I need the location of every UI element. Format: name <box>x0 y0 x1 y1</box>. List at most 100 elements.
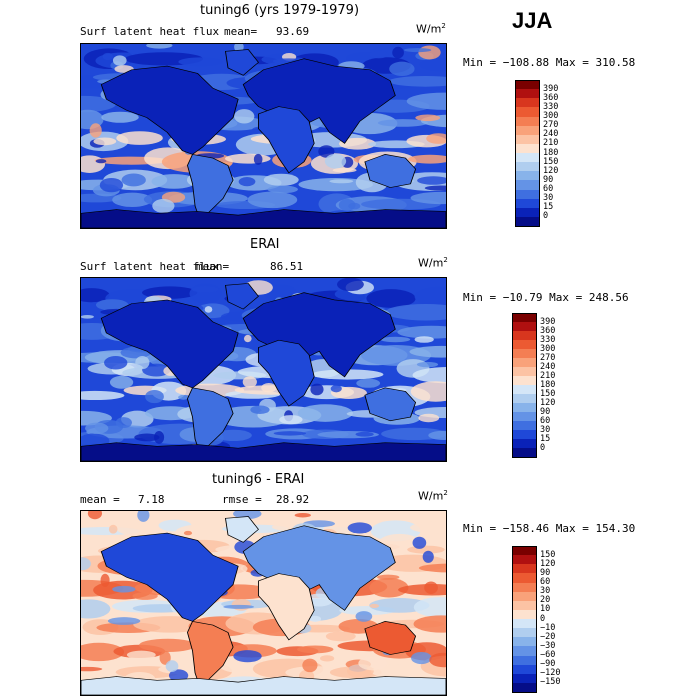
continent-outline <box>257 339 315 407</box>
colorbar-swatch <box>515 162 540 172</box>
colorbar-swatch <box>512 403 537 413</box>
colorbar-level-label: −30 <box>540 640 556 651</box>
colorbar-swatch <box>512 421 537 431</box>
colorbar-swatch <box>512 385 537 395</box>
colorbar-swatch <box>512 367 537 377</box>
continent-outline <box>224 516 259 543</box>
continent-outline <box>257 106 315 174</box>
colorbar-level-label: 30 <box>540 586 551 597</box>
colorbar-swatch <box>515 116 540 127</box>
panel1-title: tuning6 (yrs 1979-1979) <box>200 3 360 18</box>
colorbar-swatch <box>512 412 537 422</box>
continent-outline <box>81 676 446 695</box>
colorbar-swatch <box>512 448 537 458</box>
colorbar-swatch <box>512 619 537 629</box>
colorbar-level-label: 150 <box>540 549 556 560</box>
colorbar-swatch <box>512 439 537 449</box>
colorbar-swatch <box>512 655 537 666</box>
colorbar-level-label: 330 <box>540 334 556 345</box>
colorbar-level-label: 90 <box>540 406 551 417</box>
colorbar-swatch <box>512 591 537 602</box>
colorbar-level-label: 60 <box>543 184 554 194</box>
colorbar-swatch <box>512 546 537 556</box>
continent-outline <box>364 621 417 655</box>
colorbar-level-label: 390 <box>543 83 559 94</box>
panel3-minmax: Min = −158.46 Max = 154.30 <box>463 522 636 535</box>
colorbar-level-label: 0 <box>543 211 549 222</box>
colorbar-level-label: 270 <box>540 352 556 363</box>
continent-outline <box>364 154 417 188</box>
continent-outline <box>100 299 239 389</box>
colorbar-swatch <box>512 358 537 368</box>
colorbar-swatch <box>515 171 540 181</box>
colorbar-swatch <box>515 107 540 117</box>
colorbar-level-label: 90 <box>540 567 551 578</box>
colorbar-swatch <box>512 313 537 323</box>
colorbar-swatch <box>515 80 540 90</box>
colorbar-level-label: 360 <box>540 325 556 336</box>
panel2-units-base: W/m <box>418 256 444 270</box>
colorbar-swatch <box>515 134 540 145</box>
panel3-mean-value: 7.18 <box>138 493 165 506</box>
colorbar-level-label: 300 <box>540 343 556 354</box>
colorbar-swatch <box>512 331 537 341</box>
colorbar-level-label: 90 <box>543 174 554 185</box>
panel2-variable: Surf latent heat flux <box>80 260 220 273</box>
colorbar-level-label: 120 <box>540 558 556 569</box>
panel3-rmse-label: rmse = <box>222 493 262 506</box>
colorbar-level-label: −90 <box>540 659 556 670</box>
colorbar-swatch <box>512 573 537 583</box>
colorbar-swatch <box>515 153 540 163</box>
colorbar-level-label: 60 <box>540 415 551 426</box>
panel1-mean-value: 93.69 <box>276 25 310 38</box>
panel2-units-exp: 2 <box>443 256 448 264</box>
colorbar-level-label: −10 <box>540 622 556 633</box>
colorbar-swatch <box>515 198 540 209</box>
colorbar-swatch <box>512 646 537 656</box>
panel3-title: tuning6 - ERAI <box>212 472 305 487</box>
colorbar-level-label: 180 <box>543 147 559 158</box>
map-field <box>81 44 446 228</box>
panel3-units: W/m2 <box>418 489 448 503</box>
colorbar-level-label: 150 <box>540 388 556 399</box>
panel2-mean-value: 86.51 <box>270 260 304 273</box>
colorbar-swatch <box>515 125 540 136</box>
colorbar-swatch <box>512 600 537 611</box>
panel2-units: W/m2 <box>418 256 448 270</box>
panel1-colorbar: 390 360 330 300 270 240 210 180 150 120 90 60 30 15 0 <box>515 80 558 227</box>
panel3-colorbar: 150 120 90 60 30 20 10 0 −10 −20 −30 −60 −90 −120 −150 <box>512 546 560 693</box>
colorbar-level-label: −150 <box>540 677 561 688</box>
colorbar-swatch <box>512 394 537 404</box>
colorbar-level-label: 300 <box>543 111 559 121</box>
panel2-map <box>80 277 447 462</box>
panel3-mean-label: mean = <box>80 493 120 506</box>
colorbar-swatch <box>512 664 537 675</box>
colorbar-swatch <box>515 143 540 154</box>
colorbar-level-label: 150 <box>543 156 559 167</box>
colorbar-level-label: 240 <box>540 361 556 372</box>
panel2-mean-label: mean= <box>196 260 230 273</box>
colorbar-level-label: 120 <box>540 397 556 408</box>
colorbar-level-label: 240 <box>543 129 559 140</box>
map-field <box>81 511 446 695</box>
colorbar-level-label: 20 <box>540 595 551 606</box>
colorbar-swatch <box>515 189 540 200</box>
continent-outline <box>81 442 446 461</box>
colorbar-swatch <box>512 582 537 593</box>
colorbar-level-label: 390 <box>540 316 556 327</box>
panel2-minmax: Min = −10.79 Max = 248.56 <box>463 291 629 304</box>
continent-outline <box>257 573 315 641</box>
colorbar-swatch <box>512 673 537 684</box>
season-label: JJA <box>512 8 553 33</box>
continent-outline <box>364 387 417 422</box>
colorbar-level-label: 30 <box>540 424 551 435</box>
colorbar-level-label: 330 <box>543 101 559 112</box>
colorbar-swatch <box>515 98 540 108</box>
colorbar-level-label: 210 <box>540 370 556 381</box>
colorbar-swatch <box>512 340 537 350</box>
colorbar-level-label: −120 <box>540 668 561 679</box>
panel1-units-base: W/m <box>416 22 442 36</box>
colorbar-level-label: 360 <box>543 92 559 103</box>
colorbar-swatch <box>515 216 540 227</box>
panel1-variable: Surf latent heat flux <box>80 25 220 38</box>
